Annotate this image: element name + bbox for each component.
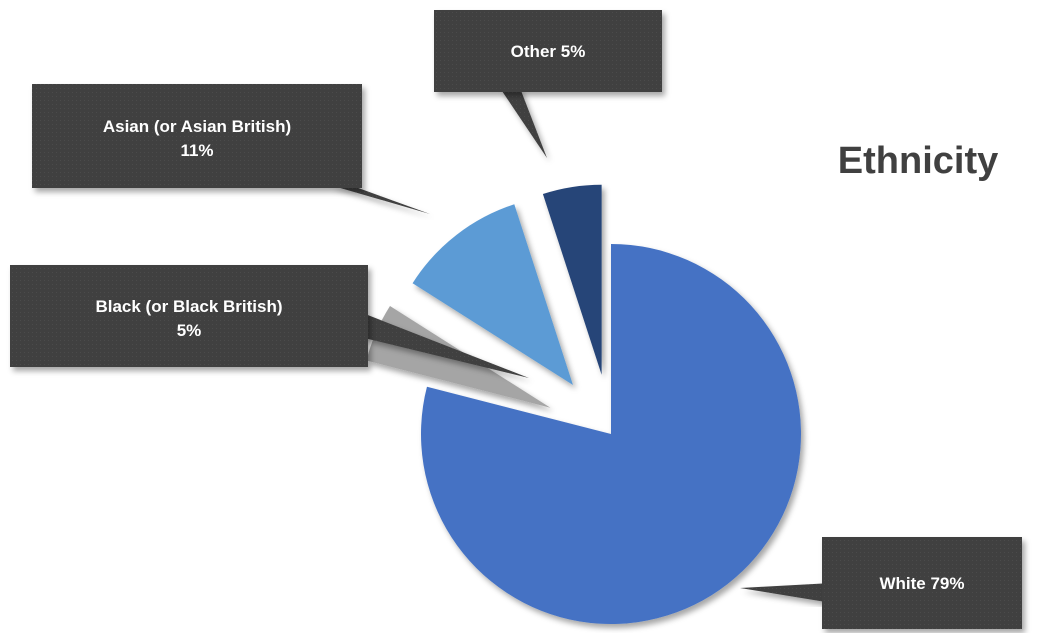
pie-slice-asian-or-asian-british (412, 204, 573, 386)
callout-box (10, 265, 368, 367)
pie-slice-white (420, 244, 801, 624)
callout-asian-or-asian-british: Asian (or Asian British) 11% (32, 84, 430, 214)
data-label-category: Black (or Black British) (95, 297, 282, 316)
callout-box (822, 537, 1022, 629)
chart-title: Ethnicity (838, 140, 998, 182)
pie-slice-other (542, 184, 602, 375)
callout-pointer (740, 583, 832, 603)
callout-box (32, 84, 362, 188)
data-label: Other 5% (511, 42, 586, 61)
data-label-callouts: White 79% Black (or Black British) 5% Asian… (10, 10, 1022, 629)
callout-other: Other 5% (434, 10, 662, 158)
callout-white: White 79% (740, 537, 1022, 629)
data-label-category: Asian (or Asian British) (103, 117, 291, 136)
data-label-value: 5% (177, 321, 202, 340)
data-label-value: 11% (180, 141, 213, 160)
pie-slices (366, 184, 801, 624)
callout-black-or-black-british: Black (or Black British) 5% (10, 265, 529, 378)
callout-pointer (360, 312, 529, 378)
data-label: White 79% (879, 574, 964, 593)
callout-pointer (330, 185, 430, 214)
callout-box (434, 10, 662, 92)
callout-pointer (500, 88, 547, 158)
